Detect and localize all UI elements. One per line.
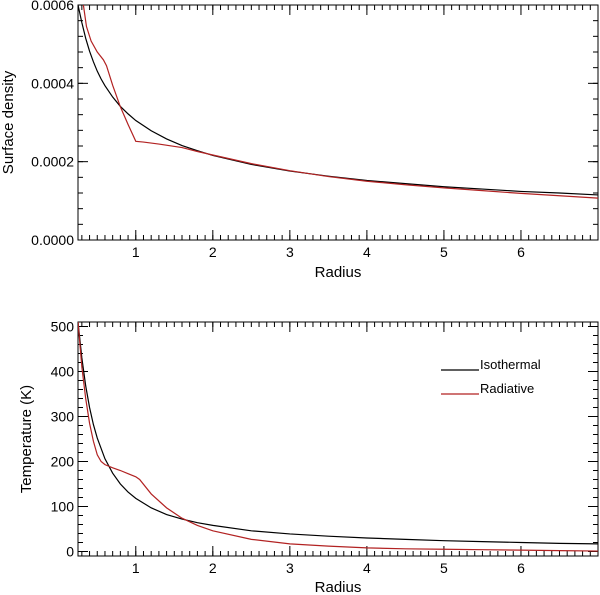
temperature-panel: 1 2 3 4 5 6 0 100 200 300 400 500 Radius Temperature … bbox=[18, 319, 599, 595]
x-tick-label: 3 bbox=[286, 244, 294, 260]
x-tick-label: 6 bbox=[517, 560, 525, 576]
y-axis-title: Temperature (K) bbox=[18, 385, 35, 493]
x-tick-label: 2 bbox=[209, 560, 217, 576]
x-tick-label: 2 bbox=[209, 244, 217, 260]
legend-label-radiative: Radiative bbox=[480, 381, 534, 396]
y-tick-label: 0.0004 bbox=[31, 75, 74, 91]
y-tick-label: 0.0000 bbox=[31, 232, 74, 248]
y-tick-label: 100 bbox=[51, 499, 75, 515]
y-tick-label: 500 bbox=[51, 319, 75, 335]
x-tick-label: 5 bbox=[440, 244, 448, 260]
series-line-isothermal bbox=[78, 5, 598, 196]
y-tick-label: 0.0006 bbox=[31, 0, 74, 13]
y-axis-title: Surface density bbox=[0, 70, 17, 174]
legend: Isothermal Radiative bbox=[441, 357, 541, 396]
legend-label-isothermal: Isothermal bbox=[480, 357, 541, 372]
x-axis-title: Radius bbox=[315, 579, 362, 595]
x-tick-label: 3 bbox=[286, 560, 294, 576]
axes-frame bbox=[77, 4, 599, 241]
y-tick-label: 200 bbox=[51, 454, 75, 470]
x-tick-label: 4 bbox=[363, 244, 371, 260]
surface-density-panel: 1 2 3 4 5 6 0.0000 0.0002 0.0004 0.0006 Radius Surf… bbox=[0, 0, 599, 281]
x-tick-label: 1 bbox=[132, 244, 140, 260]
axes-frame bbox=[77, 321, 599, 557]
x-tick-label: 4 bbox=[363, 560, 371, 576]
y-tick-label: 300 bbox=[51, 409, 75, 425]
x-tick-label: 1 bbox=[132, 560, 140, 576]
x-tick-label: 5 bbox=[440, 560, 448, 576]
y-tick-label: 400 bbox=[51, 364, 75, 380]
series-line-radiative bbox=[82, 5, 598, 199]
y-tick-label: 0 bbox=[66, 544, 74, 560]
series-line-isothermal bbox=[78, 322, 598, 545]
y-tick-label: 0.0002 bbox=[31, 154, 74, 170]
x-tick-label: 6 bbox=[517, 244, 525, 260]
x-axis-title: Radius bbox=[315, 264, 362, 281]
series-line-radiative bbox=[78, 322, 598, 552]
